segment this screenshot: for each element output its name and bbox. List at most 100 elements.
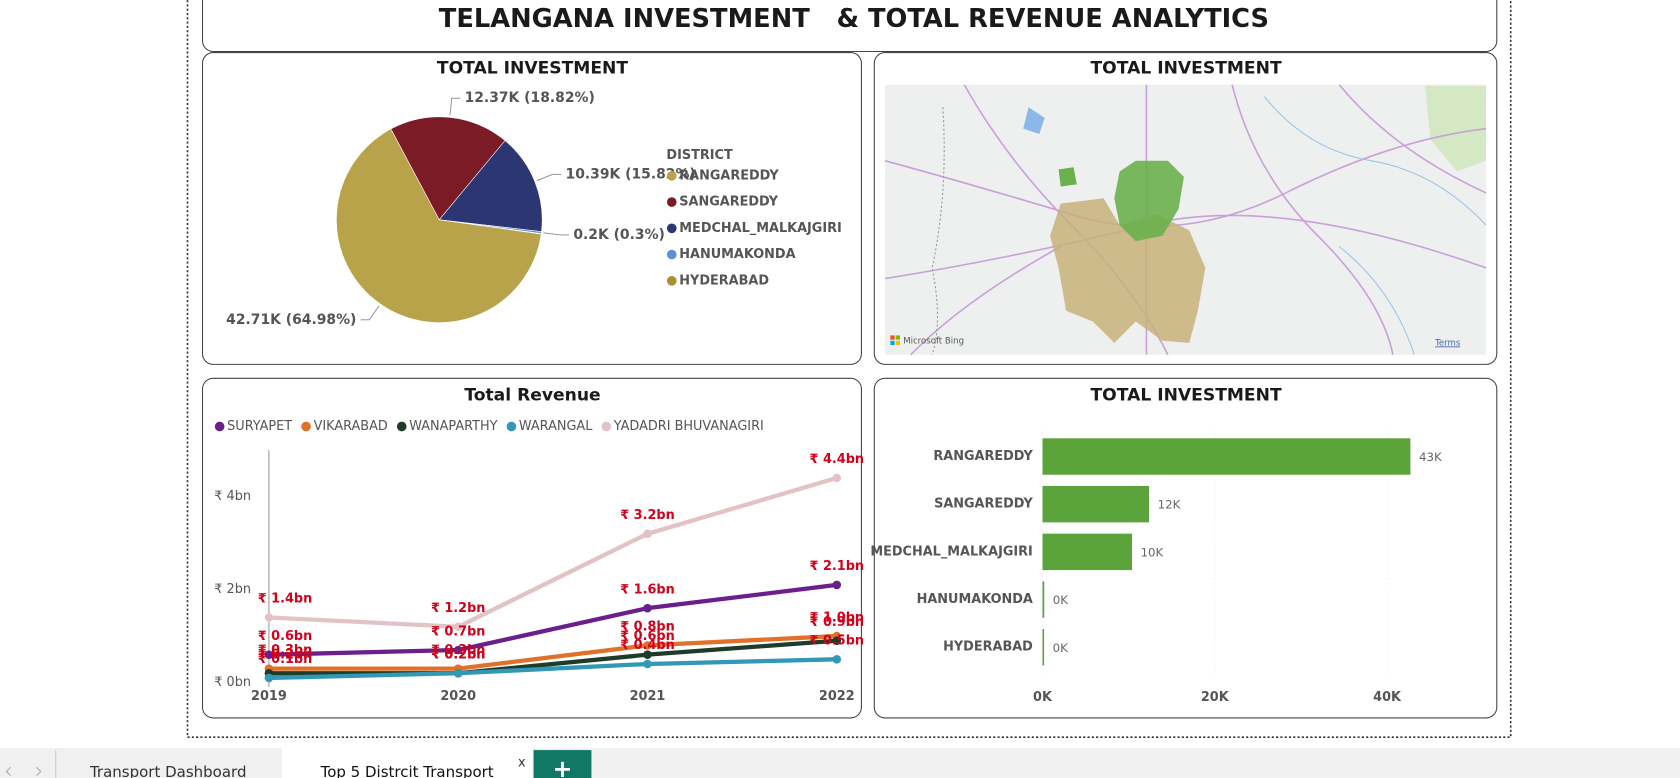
pie-slice [438,140,543,232]
bar [1042,438,1411,475]
ms-logo [890,335,895,340]
data-label: 10.39K (15.82%) [566,166,696,182]
map-attribution: Microsoft Bing [903,336,964,346]
pie-slice [390,116,506,221]
data-label: ₹ 1.2bn [431,601,486,616]
data-label: 12K [1158,498,1181,512]
pie-slice [336,128,542,323]
y-tick-label: HYDERABAD [943,640,1033,655]
data-label: ₹ 1.4bn [258,592,313,607]
map-region-medchal [1114,160,1184,242]
data-label: 10K [1141,545,1164,559]
leader-line [536,173,562,182]
data-label: ₹ 0.3bn [431,643,486,658]
data-label: ₹ 0.8bn [620,620,675,635]
x-tick-label: 2020 [440,689,476,704]
data-point [643,529,652,539]
y-tick-label: ₹ 0bn [214,675,251,690]
data-label: ₹ 0.3bn [258,643,313,658]
data-label: ₹ 3.2bn [620,508,675,523]
data-point [453,622,463,632]
scroll-left[interactable] [5,766,12,777]
tab[interactable]: Top 5 Distrcit Transport [320,763,494,778]
bar [1042,581,1045,618]
tab[interactable]: Transport Dashboard [89,763,247,778]
active-tab[interactable] [281,747,533,778]
map-region-small [1058,167,1077,187]
header-card [201,0,1498,53]
series-line [268,638,837,676]
bar [1042,533,1133,571]
x-tick-label: 2022 [819,689,855,704]
legend-label: VIKARABAD [314,419,388,434]
legend-label: YADADRI BHUVANAGIRI [613,419,764,434]
data-label: 12.37K (18.82%) [465,90,595,106]
series-line [268,657,837,681]
data-label: ₹ 4.4bn [810,452,865,467]
tab-bar-background [0,747,1680,778]
map-rivers [1263,96,1487,355]
legend-marker [396,421,407,432]
legend-marker [666,275,677,286]
data-point [643,650,652,659]
data-point [832,636,842,646]
ms-logo [895,335,900,340]
data-point [643,659,652,669]
legend-label: HANUMAKONDA [679,247,795,262]
legend-marker [666,249,677,260]
data-label: ₹ 0.5bn [810,634,865,649]
leader-line [449,97,461,116]
legend-marker [666,197,677,207]
series-line [268,582,838,657]
scroll-right[interactable] [36,766,42,777]
add-page-label[interactable]: + [553,755,573,778]
chart-title: TOTAL INVESTMENT [437,59,628,79]
data-label: ₹ 0.2bn [258,648,313,663]
report-border [186,0,1512,739]
data-label: ₹ 0.7bn [431,624,486,639]
map-region-rangareddy [1050,198,1206,343]
data-label: 0K [1053,593,1068,607]
legend-label: HYDERABAD [679,273,769,288]
y-tick-label: MEDCHAL_MALKAJGIRI [870,544,1033,559]
map-forest [1425,85,1487,172]
legend-marker [301,421,311,432]
series-line [268,633,837,671]
x-tick-label: 20K [1201,690,1230,705]
tab-close[interactable]: x [518,755,526,770]
legend-title: DISTRICT [666,148,733,163]
data-label: 43K [1419,450,1442,464]
bar [1042,629,1045,666]
chart-title: TOTAL INVESTMENT [1090,385,1281,405]
x-tick-label: 0K [1033,690,1053,705]
legend-marker [666,223,677,234]
ms-logo [890,340,895,346]
data-label: ₹ 1.0bn [810,610,865,625]
data-point [832,655,842,664]
data-label: ₹ 0.6bn [620,629,675,644]
legend-label: WANAPARTHY [409,419,497,434]
x-tick-label: 2021 [630,689,666,704]
data-point [643,603,652,613]
leader-line [360,305,380,321]
x-tick-label: 40K [1373,690,1402,705]
ms-logo [895,340,900,346]
data-label: ₹ 0.2bn [431,648,486,663]
y-tick-label: RANGAREDDY [933,449,1033,464]
map-terms[interactable]: Terms [1434,338,1461,348]
x-tick-label: 2019 [251,689,287,704]
map: Microsoft Bing Terms [884,84,1487,356]
data-point [264,650,274,659]
data-point [453,668,463,678]
add-page-button[interactable] [533,750,592,778]
y-tick-label: HANUMAKONDA [917,592,1033,607]
y-tick-label: SANGAREDDY [934,497,1033,512]
data-label: ₹ 0.4bn [620,638,675,653]
legend-marker [214,421,225,432]
bar [1042,485,1150,523]
data-label: ₹ 0.2bn [431,648,486,663]
series-line [268,475,838,629]
data-label: 42.71K (64.98%) [226,312,356,328]
